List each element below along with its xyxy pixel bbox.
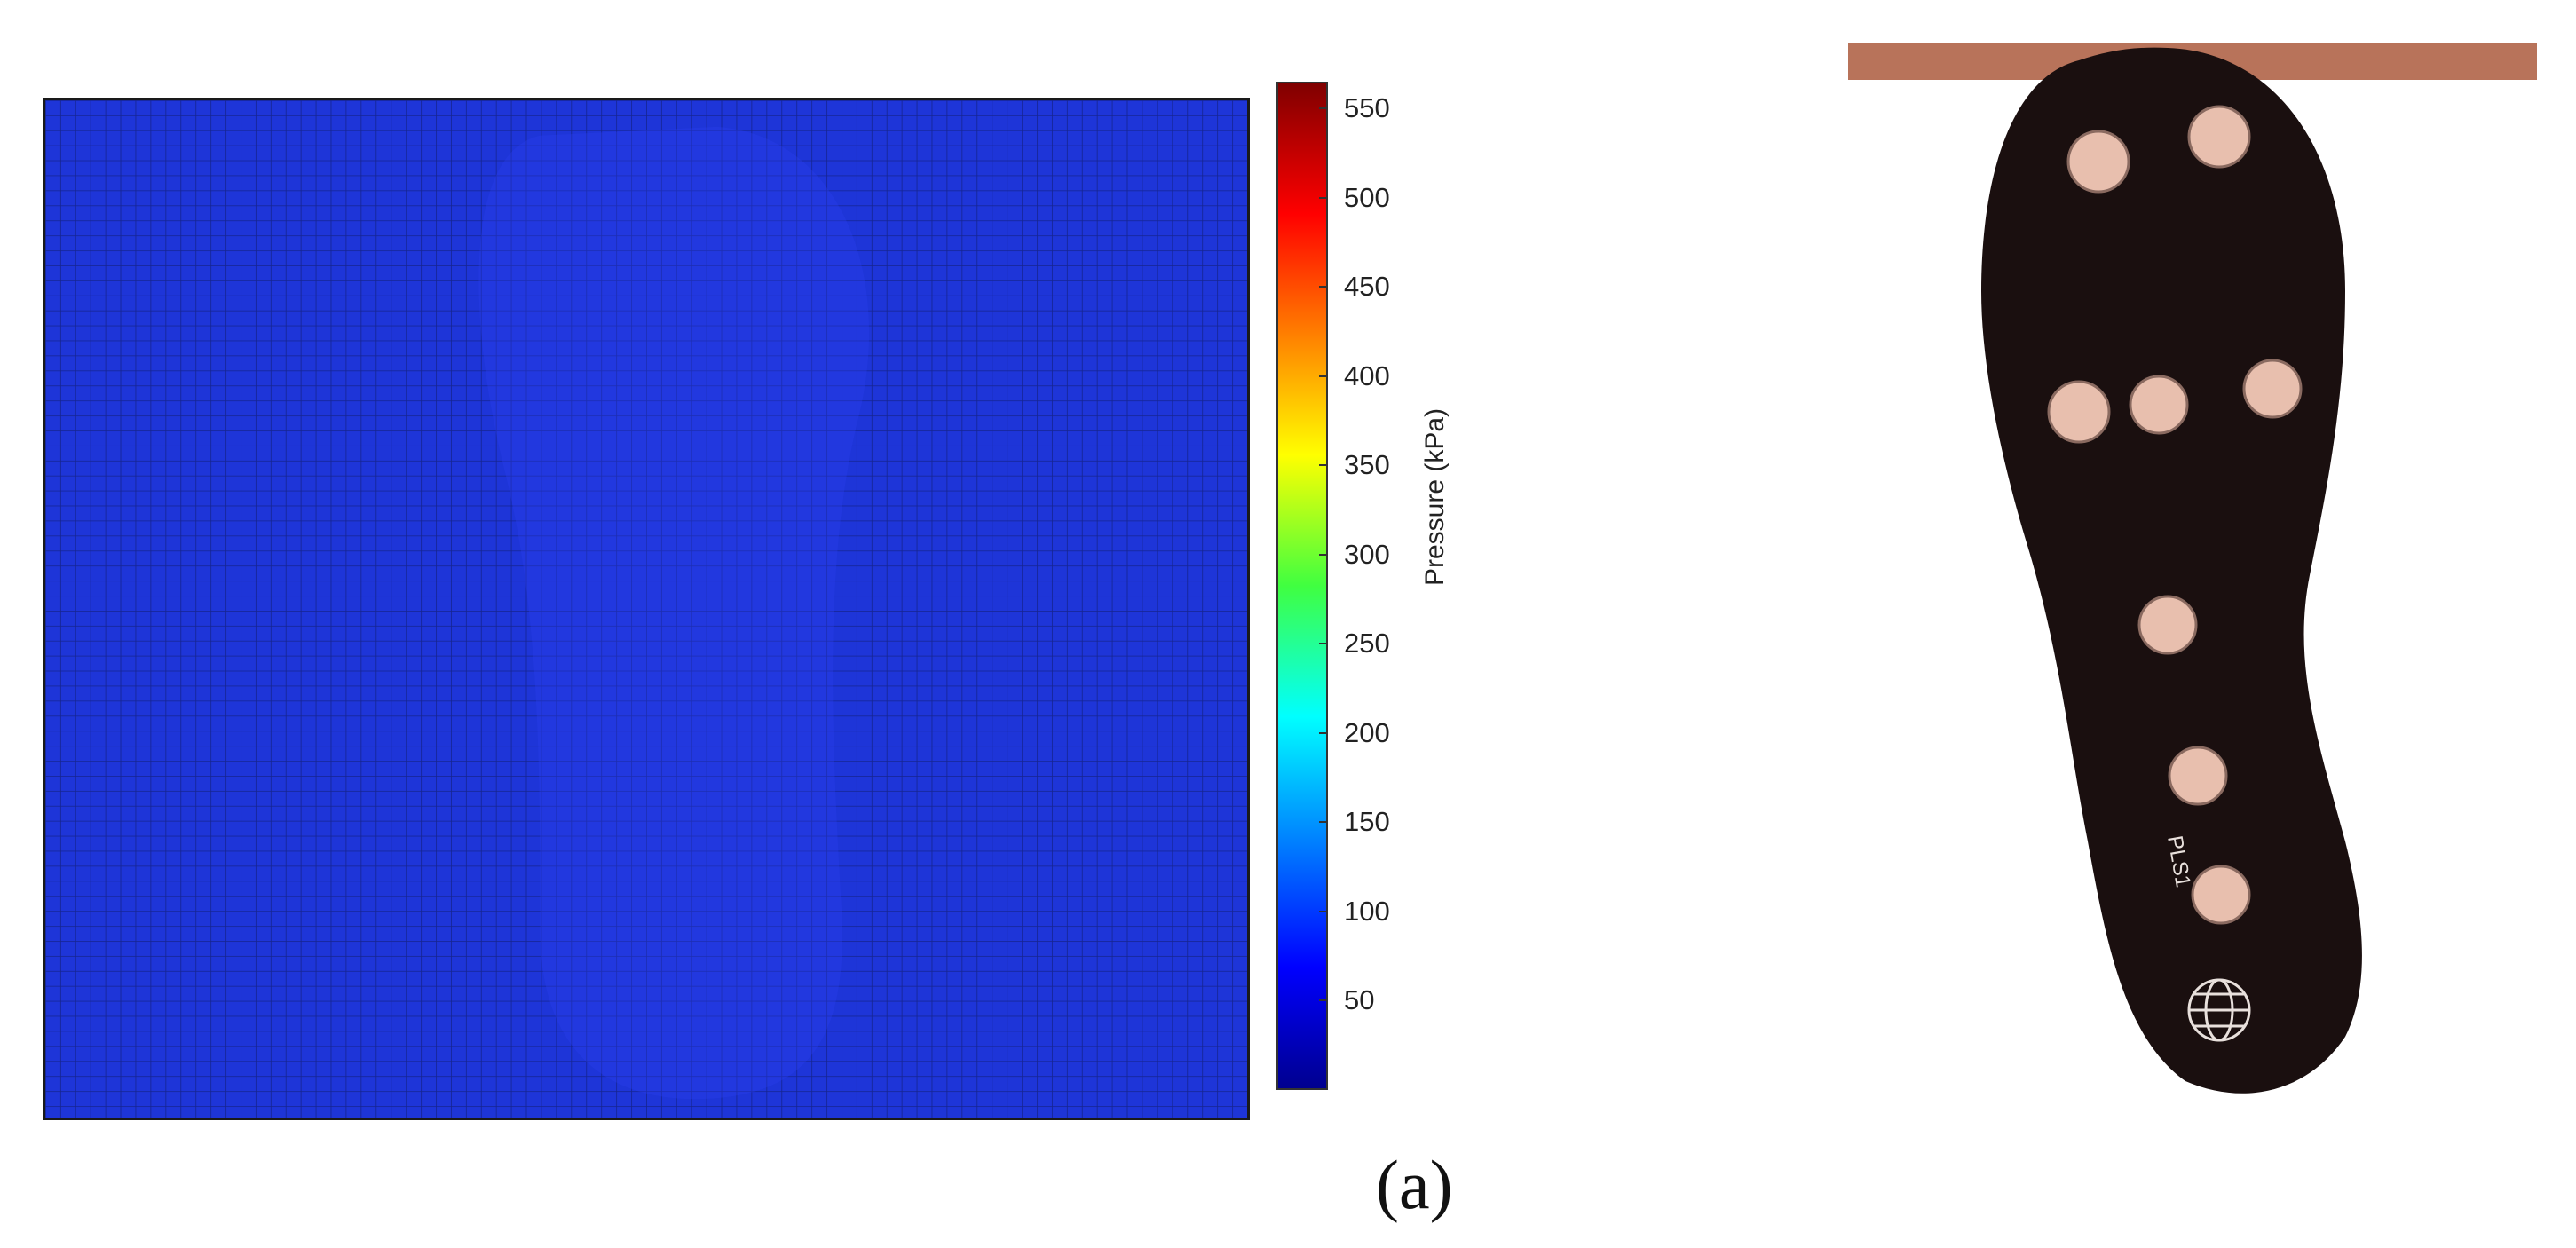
heatmap-grid	[45, 100, 1247, 1118]
heatmap-background	[45, 100, 1247, 1118]
sensor-1	[2066, 130, 2130, 194]
colorbar-tick-mark	[1319, 286, 1328, 288]
insole-sole	[1981, 47, 2362, 1094]
colorbar-tick-mark	[1319, 107, 1328, 110]
colorbar-tick-label: 550	[1344, 92, 1390, 124]
colorbar-tick-label: 500	[1344, 181, 1390, 213]
foot-imprint	[478, 126, 870, 1100]
pressure-heatmap	[43, 98, 1250, 1120]
colorbar-tick-label: 150	[1344, 806, 1390, 838]
colorbar-tick-label: 350	[1344, 449, 1390, 481]
sensor-5	[2242, 359, 2303, 419]
insole-photo: PLS1	[1848, 43, 2537, 1104]
sensor-2	[2187, 105, 2251, 169]
sensor-group	[2047, 105, 2303, 925]
colorbar-tick-mark	[1319, 375, 1328, 377]
colorbar-tick-label: 50	[1344, 984, 1375, 1016]
globe-icon	[2187, 978, 2251, 1042]
colorbar-tick-mark	[1319, 731, 1328, 734]
sensor-8	[2191, 865, 2251, 925]
colorbar	[1276, 82, 1328, 1090]
colorbar-gradient	[1278, 83, 1326, 1088]
colorbar-tick-label: 100	[1344, 895, 1390, 927]
sensor-6	[2137, 595, 2198, 655]
colorbar-tick-label: 450	[1344, 271, 1390, 303]
figure-label: (a)	[1376, 1146, 1453, 1223]
sensor-7	[2168, 746, 2228, 806]
colorbar-tick-label: 400	[1344, 359, 1390, 391]
colorbar-label: Pressure (kPa)	[1420, 407, 1450, 586]
colorbar-tick-mark	[1319, 643, 1328, 645]
insole-image: PLS1	[1848, 43, 2537, 1104]
colorbar-tick-mark	[1319, 821, 1328, 824]
colorbar-tick-mark	[1319, 999, 1328, 1002]
sensor-4	[2129, 375, 2189, 435]
colorbar-tick-mark	[1319, 553, 1328, 556]
colorbar-tick-label: 250	[1344, 628, 1390, 660]
colorbar-tick-label: 300	[1344, 538, 1390, 570]
sensor-3	[2047, 380, 2111, 444]
colorbar-tick-mark	[1319, 464, 1328, 467]
colorbar-tick-label: 200	[1344, 716, 1390, 748]
colorbar-tick-mark	[1319, 196, 1328, 199]
colorbar-tick-mark	[1319, 910, 1328, 912]
